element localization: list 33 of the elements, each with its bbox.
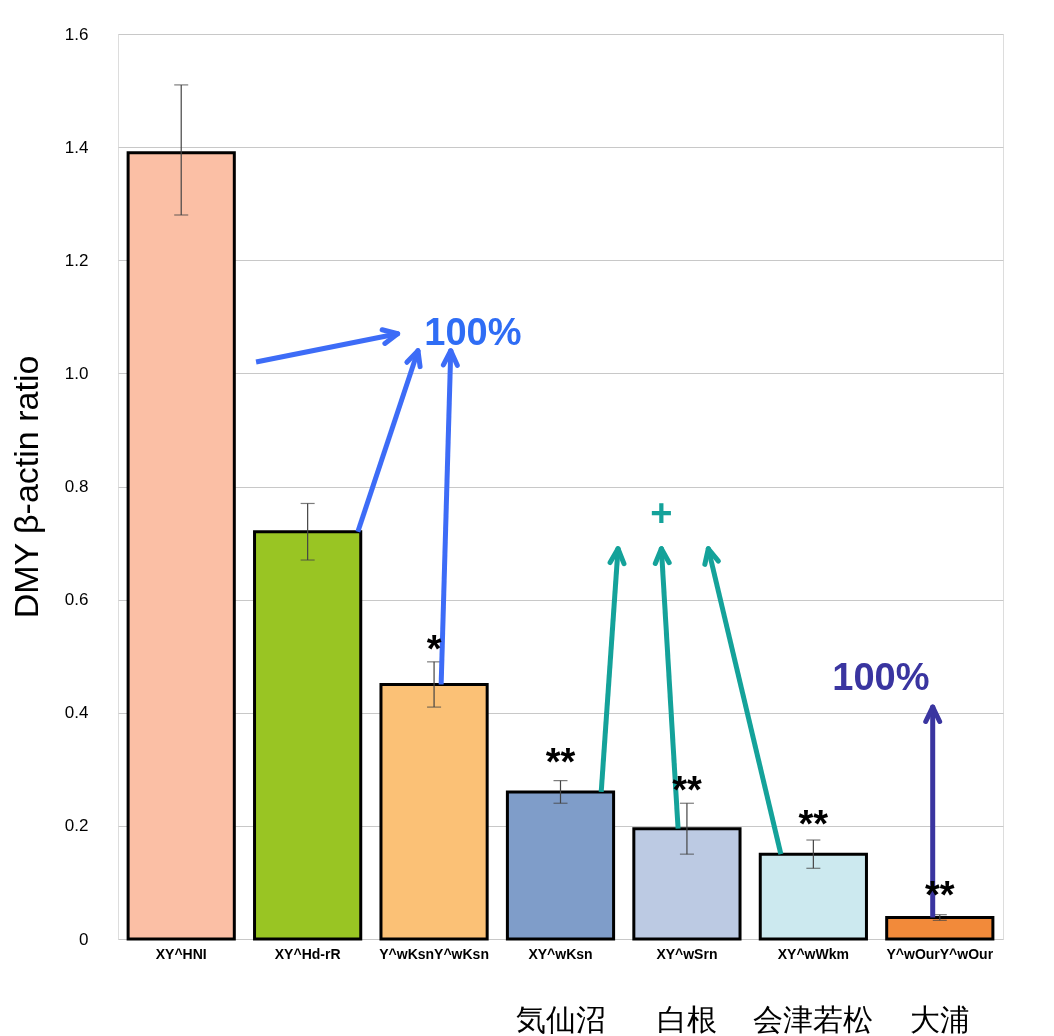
bar (885, 916, 995, 941)
y-axis-title: DMY β-actin ratio (6, 355, 45, 619)
bar (758, 852, 868, 941)
bar (632, 827, 742, 941)
y-tick-label: 1.2 (64, 250, 89, 270)
y-tick-label: 1.4 (64, 137, 89, 157)
annotation: 100% (832, 655, 930, 698)
bar (253, 530, 363, 941)
bar (505, 790, 616, 941)
annotation: 100% (424, 310, 522, 353)
y-tick-label: 0.2 (64, 816, 89, 836)
y-tick-label: 0 (79, 929, 89, 949)
x-tick-label: XY^wSrn (656, 945, 718, 962)
y-tick-label: 1.0 (64, 363, 89, 383)
y-tick-label: 0.8 (64, 477, 89, 496)
bar (126, 151, 236, 941)
bar (379, 682, 489, 941)
annotation: ** (545, 740, 576, 783)
annotation: ** (798, 802, 829, 845)
text: 白根 (656, 1003, 717, 1036)
x-tick-label: XY^HNI (155, 945, 207, 962)
annotation: + (650, 491, 673, 534)
y-tick-label: 0.4 (64, 703, 89, 723)
text: 気仙沼 (515, 1003, 606, 1036)
text: 大浦 (909, 1003, 970, 1036)
y-tick-label: 0.6 (64, 590, 89, 610)
x-tick-label: XY^wWkm (777, 945, 849, 962)
x-tick-label: XY^wKsn (528, 945, 593, 962)
y-tick-label: 1.6 (64, 24, 89, 44)
text: 会津若松 (753, 1003, 874, 1036)
x-tick-label: XY^Hd-rR (274, 945, 341, 962)
x-tick-label: Y^wKsnY^wKsn (379, 945, 489, 962)
x-tick-label: Y^wOurY^wOur (886, 945, 994, 962)
